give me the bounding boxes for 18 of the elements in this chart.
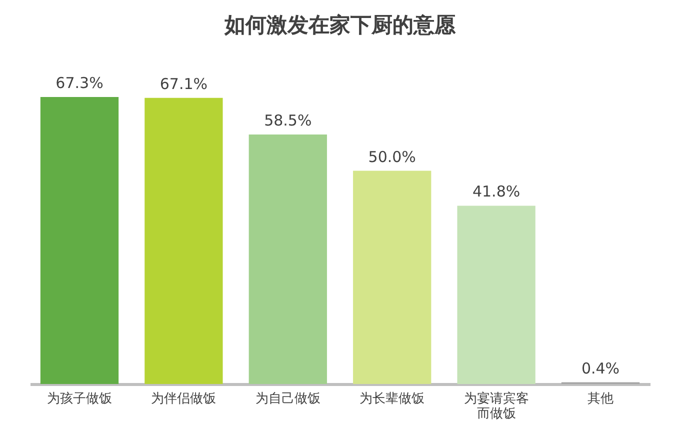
data-label: 58.5% [264,112,312,130]
bar [40,97,119,384]
x-tick-label: 为宴请宾客而做饭 [464,390,529,422]
bar [457,206,536,384]
chart-title: 如何激发在家下厨的意愿 [224,13,456,37]
x-tick-label: 为长辈做饭 [360,392,425,406]
x-tick-label: 其他 [588,392,614,406]
bar [353,170,432,384]
x-tick-label: 为自己做饭 [255,392,320,406]
x-tick-label: 为伴侣做饭 [151,392,216,406]
bar [144,98,223,384]
bar [248,134,327,384]
data-label: 67.3% [56,74,104,92]
data-label: 0.4% [581,359,620,378]
data-label: 67.1% [160,74,208,93]
data-label: 50.0% [368,148,416,166]
data-label: 41.8% [472,182,520,201]
x-tick-label: 为孩子做饭 [46,392,112,406]
